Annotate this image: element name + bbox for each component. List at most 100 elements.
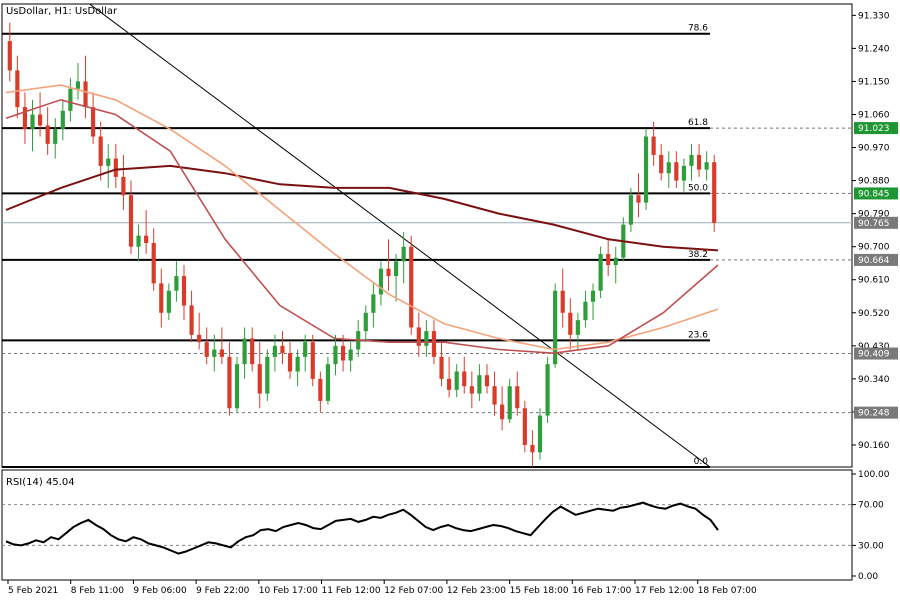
candle-bear[interactable]	[227, 356, 232, 409]
price-tag-badge	[854, 406, 898, 419]
candle-bear[interactable]	[98, 136, 103, 166]
candle-bull[interactable]	[295, 356, 300, 372]
rsi-panel[interactable]	[1, 469, 853, 581]
candle-bull[interactable]	[613, 257, 618, 266]
candle-bull[interactable]	[68, 88, 73, 111]
candle-bull[interactable]	[234, 364, 240, 409]
candle-bear[interactable]	[530, 444, 535, 453]
candle-bull[interactable]	[174, 276, 179, 291]
candle-bull[interactable]	[265, 356, 270, 394]
candle-bear[interactable]	[159, 283, 164, 313]
candle-bull[interactable]	[598, 254, 603, 291]
candle-bear[interactable]	[219, 349, 224, 357]
candle-bull[interactable]	[212, 349, 217, 357]
candle-bear[interactable]	[696, 154, 702, 170]
candle-bear[interactable]	[447, 378, 452, 390]
candle-bear[interactable]	[181, 276, 187, 306]
candle-bull[interactable]	[643, 136, 649, 203]
candle-bull[interactable]	[348, 349, 353, 361]
candle-bull[interactable]	[454, 371, 459, 390]
candle-bear[interactable]	[674, 162, 679, 181]
candle-bull[interactable]	[537, 415, 543, 453]
price-panel[interactable]: 78.6 61.8 50.0 38.2 23.6 0.0	[1, 3, 853, 468]
candle-bear[interactable]	[7, 41, 12, 71]
candle-bear[interactable]	[38, 114, 43, 126]
candle-bull[interactable]	[242, 338, 247, 365]
rsi-tick-label: 100.00	[858, 470, 890, 480]
candle-bear[interactable]	[15, 70, 20, 108]
candle-bull[interactable]	[545, 364, 550, 416]
candle-bull[interactable]	[590, 290, 596, 302]
candle-bear[interactable]	[280, 345, 285, 354]
candle-bull[interactable]	[378, 268, 384, 295]
candle-bear[interactable]	[340, 345, 346, 361]
candle-bull[interactable]	[333, 345, 338, 365]
candle-bear[interactable]	[431, 331, 437, 357]
candle-bull[interactable]	[666, 162, 671, 174]
candle-bull[interactable]	[106, 158, 111, 166]
candle-bear[interactable]	[409, 246, 414, 328]
candle-bear[interactable]	[257, 364, 262, 394]
candle-bear[interactable]	[560, 290, 565, 313]
candle-bear[interactable]	[484, 375, 490, 387]
price-tick-label: 90.790	[858, 210, 890, 220]
candle-bull[interactable]	[401, 246, 406, 262]
candle-bull[interactable]	[681, 165, 686, 181]
candle-bear[interactable]	[659, 154, 664, 174]
candle-bear[interactable]	[91, 107, 96, 137]
candle-bull[interactable]	[75, 81, 81, 89]
candle-bear[interactable]	[204, 342, 209, 357]
candle-bear[interactable]	[121, 176, 126, 196]
candle-bull[interactable]	[30, 114, 35, 130]
candle-bear[interactable]	[651, 136, 656, 155]
candle-bear[interactable]	[636, 195, 641, 203]
candle-bull[interactable]	[477, 375, 482, 394]
candle-bear[interactable]	[492, 386, 497, 405]
candle-bull[interactable]	[53, 129, 58, 144]
candle-bear[interactable]	[500, 404, 505, 420]
candle-bull[interactable]	[424, 331, 429, 346]
candle-bull[interactable]	[553, 290, 558, 365]
candle-bull[interactable]	[272, 345, 277, 357]
candle-bull[interactable]	[363, 312, 368, 332]
candle-bear[interactable]	[462, 371, 467, 387]
candle-bear[interactable]	[45, 125, 50, 144]
candle-bear[interactable]	[522, 408, 527, 445]
candle-bull[interactable]	[136, 235, 141, 247]
candle-bull[interactable]	[507, 386, 512, 420]
candle-bull[interactable]	[689, 154, 694, 166]
candle-bull[interactable]	[166, 290, 171, 313]
candle-bull[interactable]	[704, 162, 709, 170]
candle-bull[interactable]	[575, 320, 580, 335]
candle-bear[interactable]	[606, 254, 611, 266]
candle-bull[interactable]	[60, 110, 65, 130]
candle-bear[interactable]	[128, 195, 134, 247]
trend-line[interactable]	[89, 3, 711, 468]
candle-bear[interactable]	[712, 162, 717, 223]
candle-bear[interactable]	[250, 338, 255, 365]
price-tick-label: 90.610	[858, 276, 890, 286]
candle-bear[interactable]	[310, 342, 315, 379]
candle-bear[interactable]	[113, 158, 118, 177]
candle-bear[interactable]	[83, 81, 88, 108]
candle-bear[interactable]	[151, 243, 156, 284]
candle-bull[interactable]	[628, 195, 633, 225]
candle-bear[interactable]	[318, 378, 323, 401]
candle-bear[interactable]	[439, 356, 444, 379]
candle-bear[interactable]	[416, 327, 421, 346]
price-tick-label: 90.970	[858, 144, 890, 154]
candle-bear[interactable]	[22, 107, 28, 130]
candle-bull[interactable]	[303, 342, 308, 357]
candle-bull[interactable]	[371, 294, 376, 313]
candle-bear[interactable]	[287, 353, 293, 372]
candle-bear[interactable]	[197, 334, 202, 343]
candle-bear[interactable]	[144, 235, 149, 244]
candle-bear[interactable]	[189, 305, 194, 335]
candle-bear[interactable]	[515, 386, 520, 409]
candle-bull[interactable]	[394, 261, 399, 277]
candle-bear[interactable]	[568, 312, 573, 335]
candle-bull[interactable]	[583, 301, 588, 321]
candle-bull[interactable]	[325, 364, 330, 401]
candle-bear[interactable]	[469, 386, 474, 394]
candle-bear[interactable]	[386, 268, 391, 277]
